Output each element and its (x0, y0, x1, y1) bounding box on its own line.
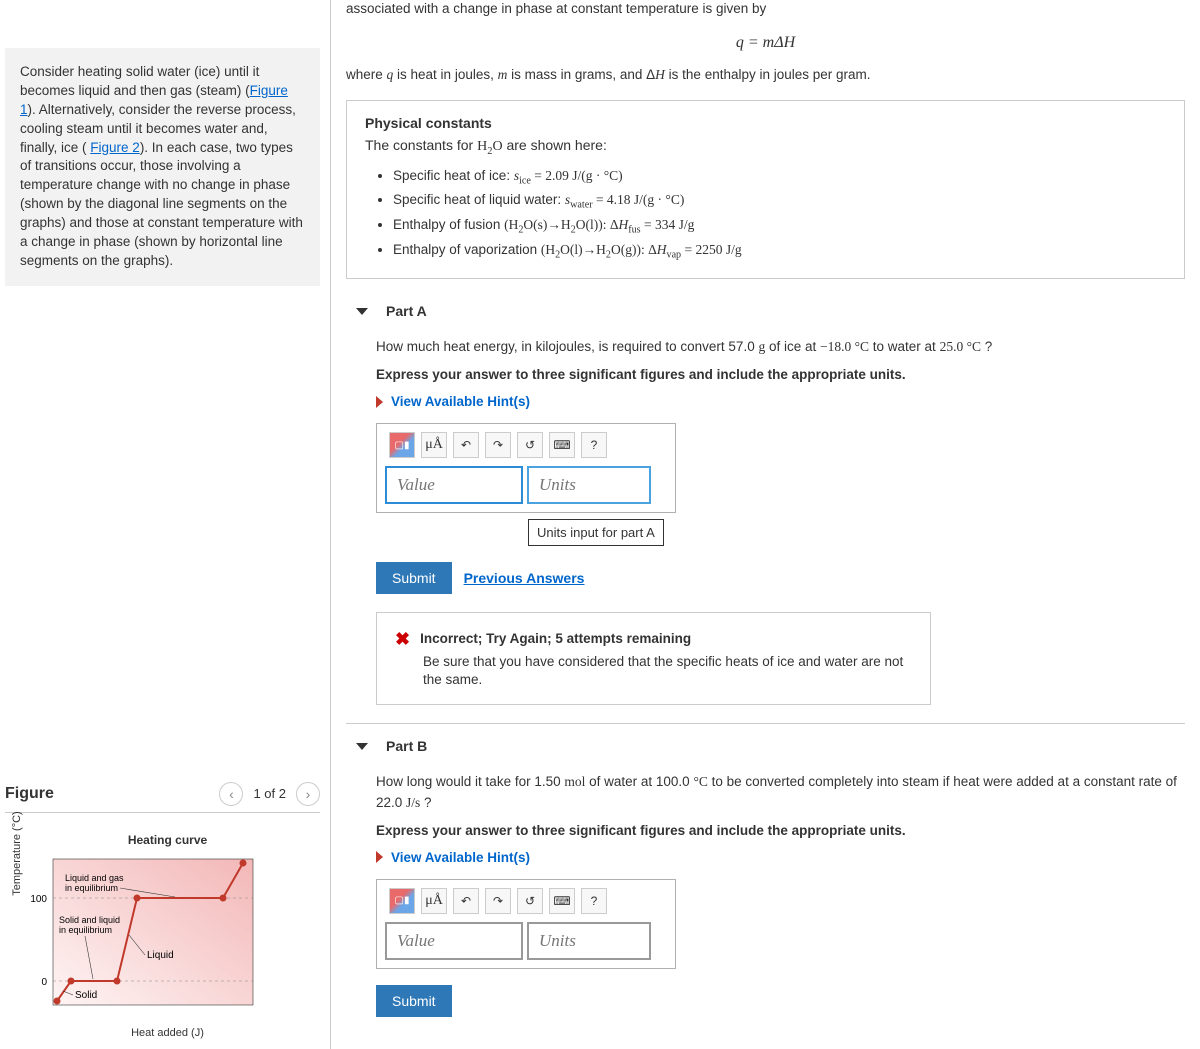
constant-item: Enthalpy of vaporization (H2O(l)→H2O(g))… (393, 239, 1166, 264)
equation-1: q = mΔH (346, 34, 1185, 52)
help-icon[interactable]: ? (581, 432, 607, 458)
units-input-a[interactable] (527, 466, 651, 504)
figure-title: Figure (5, 785, 54, 803)
submit-button-a[interactable]: Submit (376, 562, 452, 594)
caret-down-icon (356, 308, 368, 315)
special-chars-button[interactable]: μÅ (421, 888, 447, 914)
figure-next-button[interactable]: › (296, 782, 320, 806)
equation-explain: where q is heat in joules, m is mass in … (346, 66, 1185, 85)
top-context-text: associated with a change in phase at con… (346, 0, 1185, 19)
caret-down-icon (356, 743, 368, 750)
part-a-instruction: Express your answer to three significant… (376, 367, 1185, 382)
part-a-question: How much heat energy, in kilojoules, is … (376, 337, 1185, 357)
answer-panel-b: ▢▮ μÅ ↶ ↷ ↺ ⌨ ? (376, 879, 676, 969)
view-hints-link-b[interactable]: View Available Hint(s) (376, 850, 1185, 865)
feedback-body: Be sure that you have considered that th… (423, 653, 912, 691)
y-axis-label: Temperature (°C) (11, 811, 23, 895)
heating-curve-chart: Temperature (°C) 100 0 (25, 853, 265, 1023)
keyboard-icon[interactable]: ⌨ (549, 888, 575, 914)
redo-icon[interactable]: ↷ (485, 432, 511, 458)
value-input-b[interactable] (385, 922, 523, 960)
part-b-instruction: Express your answer to three significant… (376, 823, 1185, 838)
part-b-question: How long would it take for 1.50 mol of w… (376, 772, 1185, 813)
svg-text:Liquid and gas: Liquid and gas (65, 873, 124, 883)
figure-counter: 1 of 2 (253, 786, 286, 801)
svg-text:in equilibrium: in equilibrium (65, 883, 118, 893)
intro-box: Consider heating solid water (ice) until… (5, 48, 320, 286)
undo-icon[interactable]: ↶ (453, 432, 479, 458)
reset-icon[interactable]: ↺ (517, 888, 543, 914)
template-icon[interactable]: ▢▮ (389, 432, 415, 458)
constant-item: Enthalpy of fusion (H2O(s)→H2O(l)): ΔHfu… (393, 214, 1166, 239)
units-input-b[interactable] (527, 922, 651, 960)
part-a-body: How much heat energy, in kilojoules, is … (346, 329, 1185, 724)
svg-text:in equilibrium: in equilibrium (59, 925, 112, 935)
svg-text:Liquid: Liquid (147, 950, 174, 961)
value-input-a[interactable] (385, 466, 523, 504)
constant-item: Specific heat of ice: sice = 2.09 J/(g ·… (393, 165, 1166, 190)
constants-intro: The constants for H2O are shown here: (365, 137, 1166, 157)
x-axis-label: Heat added (J) (25, 1027, 310, 1039)
caret-right-icon (376, 851, 383, 863)
help-icon[interactable]: ? (581, 888, 607, 914)
part-b-body: How long would it take for 1.50 mol of w… (346, 764, 1185, 1035)
answer-panel-a: ▢▮ μÅ ↶ ↷ ↺ ⌨ ? (376, 423, 676, 513)
view-hints-link[interactable]: View Available Hint(s) (376, 394, 1185, 409)
figure2-link[interactable]: Figure 2 (90, 140, 140, 155)
x-icon: ✖ (395, 627, 410, 652)
constant-item: Specific heat of liquid water: swater = … (393, 189, 1166, 214)
redo-icon[interactable]: ↷ (485, 888, 511, 914)
svg-text:Solid and liquid: Solid and liquid (59, 915, 120, 925)
svg-text:100: 100 (30, 894, 47, 905)
previous-answers-link[interactable]: Previous Answers (464, 570, 585, 586)
undo-icon[interactable]: ↶ (453, 888, 479, 914)
svg-text:Solid: Solid (75, 990, 97, 1001)
svg-text:0: 0 (41, 977, 47, 988)
units-tooltip: Units input for part A (528, 519, 664, 546)
constants-title: Physical constants (365, 115, 1166, 131)
intro-text: Consider heating solid water (ice) until… (20, 64, 259, 98)
part-a-header[interactable]: Part A (346, 293, 1185, 329)
template-icon[interactable]: ▢▮ (389, 888, 415, 914)
figure-prev-button[interactable]: ‹ (219, 782, 243, 806)
feedback-box: ✖Incorrect; Try Again; 5 attempts remain… (376, 612, 931, 705)
keyboard-icon[interactable]: ⌨ (549, 432, 575, 458)
special-chars-button[interactable]: μÅ (421, 432, 447, 458)
constants-box: Physical constants The constants for H2O… (346, 100, 1185, 279)
figure-panel: Figure ‹ 1 of 2 › Heating curve Temperat… (5, 776, 320, 1049)
submit-button-b[interactable]: Submit (376, 985, 452, 1017)
caret-right-icon (376, 396, 383, 408)
reset-icon[interactable]: ↺ (517, 432, 543, 458)
part-b-header[interactable]: Part B (346, 728, 1185, 764)
chart-title: Heating curve (25, 833, 310, 847)
